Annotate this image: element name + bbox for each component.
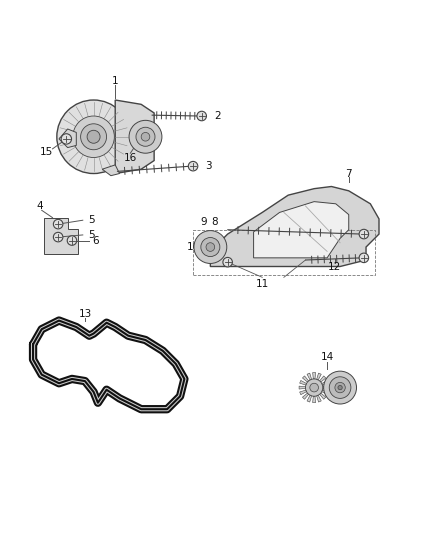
Circle shape xyxy=(335,382,345,393)
Circle shape xyxy=(338,385,342,390)
Text: 12: 12 xyxy=(328,262,342,271)
Circle shape xyxy=(57,100,131,174)
Circle shape xyxy=(136,127,155,146)
Polygon shape xyxy=(299,386,306,389)
Circle shape xyxy=(223,257,233,267)
Polygon shape xyxy=(313,396,316,402)
Text: 8: 8 xyxy=(212,217,218,227)
Circle shape xyxy=(53,220,63,229)
Circle shape xyxy=(141,132,150,141)
Circle shape xyxy=(194,231,227,263)
Text: 13: 13 xyxy=(78,309,92,319)
Polygon shape xyxy=(302,393,309,399)
Polygon shape xyxy=(322,390,328,395)
Polygon shape xyxy=(59,129,76,148)
Circle shape xyxy=(305,379,323,396)
Circle shape xyxy=(188,161,198,171)
Polygon shape xyxy=(307,395,311,402)
Circle shape xyxy=(67,236,77,245)
Text: 1: 1 xyxy=(112,76,119,86)
Polygon shape xyxy=(317,395,321,402)
Text: 5: 5 xyxy=(88,215,95,225)
Circle shape xyxy=(324,371,357,404)
Polygon shape xyxy=(317,373,321,380)
Text: 11: 11 xyxy=(256,279,269,289)
Circle shape xyxy=(329,377,351,398)
Polygon shape xyxy=(307,373,311,380)
Circle shape xyxy=(61,134,71,144)
Circle shape xyxy=(206,243,215,252)
Text: 5: 5 xyxy=(88,230,95,240)
Polygon shape xyxy=(210,187,379,266)
Circle shape xyxy=(310,383,318,392)
Polygon shape xyxy=(115,100,154,174)
Polygon shape xyxy=(300,390,307,395)
Polygon shape xyxy=(44,217,78,254)
Text: 3: 3 xyxy=(205,161,212,171)
Circle shape xyxy=(359,253,369,263)
Circle shape xyxy=(73,116,114,158)
Circle shape xyxy=(359,229,369,239)
Polygon shape xyxy=(302,376,309,382)
Circle shape xyxy=(129,120,162,153)
Text: 4: 4 xyxy=(36,201,43,211)
Polygon shape xyxy=(322,381,328,385)
Text: 10: 10 xyxy=(187,242,200,252)
Circle shape xyxy=(201,238,220,256)
Text: 16: 16 xyxy=(124,154,137,164)
Text: 9: 9 xyxy=(201,217,207,227)
Polygon shape xyxy=(320,393,326,399)
Text: 15: 15 xyxy=(39,147,53,157)
Polygon shape xyxy=(323,386,329,389)
Text: 2: 2 xyxy=(215,111,221,121)
Polygon shape xyxy=(254,201,349,258)
Polygon shape xyxy=(313,373,316,379)
Circle shape xyxy=(87,130,100,143)
Circle shape xyxy=(53,232,63,242)
Circle shape xyxy=(197,111,206,121)
Text: 6: 6 xyxy=(93,236,99,246)
Circle shape xyxy=(81,124,106,150)
Polygon shape xyxy=(320,376,326,382)
Polygon shape xyxy=(102,165,120,176)
Text: 7: 7 xyxy=(346,168,352,179)
Polygon shape xyxy=(300,381,307,385)
Text: 14: 14 xyxy=(321,352,334,362)
